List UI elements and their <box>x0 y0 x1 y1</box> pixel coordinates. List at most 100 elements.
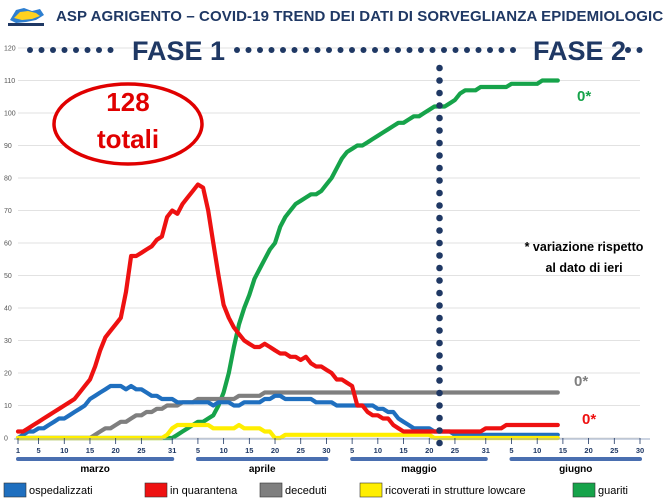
phase-2-divider-dot <box>436 77 443 84</box>
legend-swatch <box>572 482 596 498</box>
x-tick-label: 15 <box>86 446 94 455</box>
series-group <box>15 78 560 441</box>
header: ASP AGRIGENTO – COVID-19 TREND DEI DATI … <box>0 0 663 34</box>
phase-2-divider-dot <box>436 302 443 309</box>
phase-bar-dot <box>61 47 68 53</box>
phase-2-divider-dot <box>436 202 443 209</box>
phase-bar-dot <box>418 47 424 53</box>
month-label: marzo <box>80 464 109 475</box>
phase-2-divider-dot <box>436 264 443 272</box>
phase-bar <box>27 47 643 53</box>
phase-2-divider-dot <box>436 389 443 397</box>
phase-2-divider <box>436 64 443 447</box>
phase-bar-dot <box>372 47 378 53</box>
phase-2-divider-dot <box>436 164 443 172</box>
asp-logo-icon <box>8 8 44 26</box>
phase-2-divider-dot <box>436 114 443 122</box>
legend-swatch <box>3 482 27 498</box>
y-tick-label: 10 <box>4 403 12 410</box>
month-bar <box>350 457 488 461</box>
phase-2-divider-dot <box>436 239 443 247</box>
x-axis: 1 5 10 15 20 25 31 5 10 15 20 25 30 5 10 15 20 25 31 5 10 15 2… <box>14 438 650 475</box>
x-tick-label: 20 <box>111 446 119 455</box>
x-tick-label: 15 <box>559 446 567 455</box>
phase-2-divider-dot <box>436 377 443 384</box>
phase-bar-dot <box>107 47 114 53</box>
series-line-ricoverati-in-strutture-lowcare <box>15 422 560 441</box>
month-bar <box>195 457 329 461</box>
phase-2-divider-dot <box>436 427 443 434</box>
x-tick-label: 10 <box>219 446 227 455</box>
series-line-deceduti <box>15 390 560 441</box>
legend-swatch <box>259 482 283 498</box>
x-tick-label: 31 <box>168 446 176 455</box>
x-tick-label: 20 <box>425 446 433 455</box>
legend-label: guariti <box>598 485 628 497</box>
phase-2-divider-dot <box>436 127 443 134</box>
phase-2-divider-dot <box>436 402 443 409</box>
y-tick-label: 0 <box>4 436 8 443</box>
phase-2-divider-dot <box>436 414 443 422</box>
phase-2-divider-dot <box>436 227 443 234</box>
phase-bar-dot <box>268 47 275 53</box>
phase-bar-dot <box>257 47 263 53</box>
phase-2-divider-dot <box>436 152 443 159</box>
x-tick-label: 25 <box>451 446 459 455</box>
phase-bar-dot <box>314 47 321 53</box>
y-axis: 0 10 20 30 40 50 60 70 80 90 100 110 120 <box>4 46 16 443</box>
phase-bar-dot <box>498 47 505 53</box>
y-tick-label: 120 <box>4 46 16 53</box>
legend-label: in quarantena <box>170 485 238 497</box>
x-tick-label: 25 <box>610 446 618 455</box>
phase-bar-dot <box>337 47 344 53</box>
phase-bar-dot <box>510 47 516 53</box>
x-tick-label: 31 <box>482 446 490 455</box>
phase-bar-dot <box>452 47 459 53</box>
phase-2-divider-dot <box>436 439 443 447</box>
phase-bar-dot <box>625 47 631 53</box>
phase-bar-dot <box>84 47 91 53</box>
phase-bar-dot <box>234 47 240 53</box>
phase-bar-dot <box>383 47 390 53</box>
note-line-1: * variazione rispetto <box>525 240 644 254</box>
phase-2-divider-dot <box>436 139 443 147</box>
total-label: totali <box>97 124 159 154</box>
x-tick-label: 5 <box>36 446 40 455</box>
y-tick-label: 110 <box>4 78 15 85</box>
total-badge <box>52 82 204 166</box>
x-tick-label: 15 <box>245 446 253 455</box>
phase-bar-dot <box>429 47 436 53</box>
x-tick-label: 25 <box>137 446 145 455</box>
phase-2-divider-dot <box>436 289 443 297</box>
phase-2-divider-dot <box>436 214 443 222</box>
total-value: 128 <box>106 87 149 117</box>
legend-label: deceduti <box>285 485 327 497</box>
phase-2-divider-dot <box>436 89 443 97</box>
phase-2-divider-dot <box>436 177 443 184</box>
x-tick-label: 10 <box>374 446 382 455</box>
x-tick-label: 5 <box>196 446 200 455</box>
legend-swatch <box>144 482 168 498</box>
phase-2-divider-dot <box>436 327 443 334</box>
y-tick-label: 80 <box>4 176 12 183</box>
x-tick-label: 5 <box>509 446 513 455</box>
y-tick-label: 90 <box>4 143 12 150</box>
y-tick-label: 40 <box>4 306 12 313</box>
x-tick-label: 10 <box>533 446 541 455</box>
phase-bar-dot <box>349 47 355 53</box>
phase-bar-dot <box>73 47 79 53</box>
y-tick-label: 20 <box>4 371 12 378</box>
phase-2-divider-dot <box>436 252 443 259</box>
phase-bar-dot <box>406 47 413 53</box>
phase-2-divider-dot <box>436 364 443 372</box>
month-label: aprile <box>249 464 276 475</box>
x-tick-label: 1 <box>16 446 20 455</box>
note-line-2: al dato di ieri <box>545 261 622 275</box>
x-tick-label: 25 <box>297 446 305 455</box>
phase-bar-dot <box>291 47 298 53</box>
phase-bar-dot <box>636 47 643 53</box>
phase-bar-dot <box>487 47 493 53</box>
x-tick-label: 10 <box>60 446 68 455</box>
phase-2-divider-dot <box>436 314 443 322</box>
